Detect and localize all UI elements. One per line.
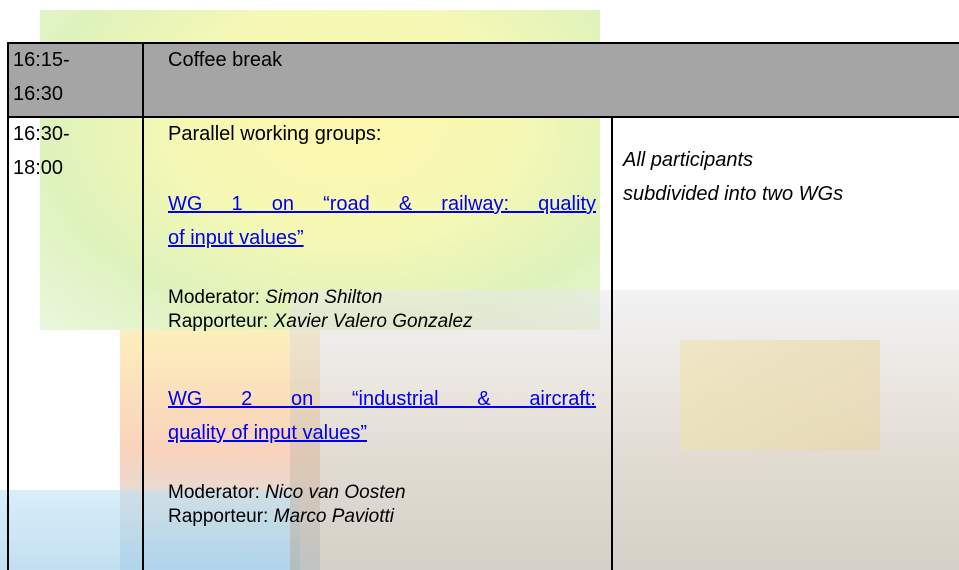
- note: All participants: [623, 149, 754, 171]
- name: Nico van Oosten: [265, 482, 406, 503]
- rapporteur: Rapporteur: Marco Paviotti: [168, 505, 394, 529]
- label: Rapporteur:: [168, 311, 269, 332]
- group-link[interactable]: quality of input values”: [168, 422, 368, 444]
- rapporteur: Rapporteur: Xavier Valero Gonzalez: [168, 310, 473, 334]
- name: Xavier Valero Gonzalez: [273, 311, 473, 332]
- time: 18:00: [13, 157, 64, 179]
- building-image: [680, 340, 880, 450]
- moderator: Moderator: Nico van Oosten: [168, 481, 406, 505]
- table-border: [611, 117, 613, 570]
- time: 16:30-: [13, 123, 70, 145]
- session: Coffee break: [168, 49, 283, 71]
- note: subdivided into two WGs: [623, 183, 844, 205]
- table-border: [7, 42, 9, 570]
- name: Marco Paviotti: [273, 506, 394, 527]
- moderator: Moderator: Simon Shilton: [168, 286, 382, 310]
- contour-image-lower: [120, 330, 320, 570]
- time: 16:30: [13, 83, 64, 105]
- group-link[interactable]: WG 1 on “road & railway: quality: [168, 193, 596, 215]
- header-row-bg: [7, 43, 959, 117]
- table-border: [142, 42, 144, 570]
- label: Moderator:: [168, 287, 260, 308]
- name: Simon Shilton: [265, 287, 383, 308]
- group-link[interactable]: WG 2 on “industrial & aircraft:: [168, 388, 596, 410]
- label: Rapporteur:: [168, 506, 269, 527]
- table-border: [7, 42, 959, 44]
- session-intro: Parallel working groups:: [168, 123, 382, 145]
- time: 16:15-: [13, 49, 70, 71]
- table-border: [7, 116, 959, 118]
- label: Moderator:: [168, 482, 260, 503]
- group-link[interactable]: of input values”: [168, 227, 304, 249]
